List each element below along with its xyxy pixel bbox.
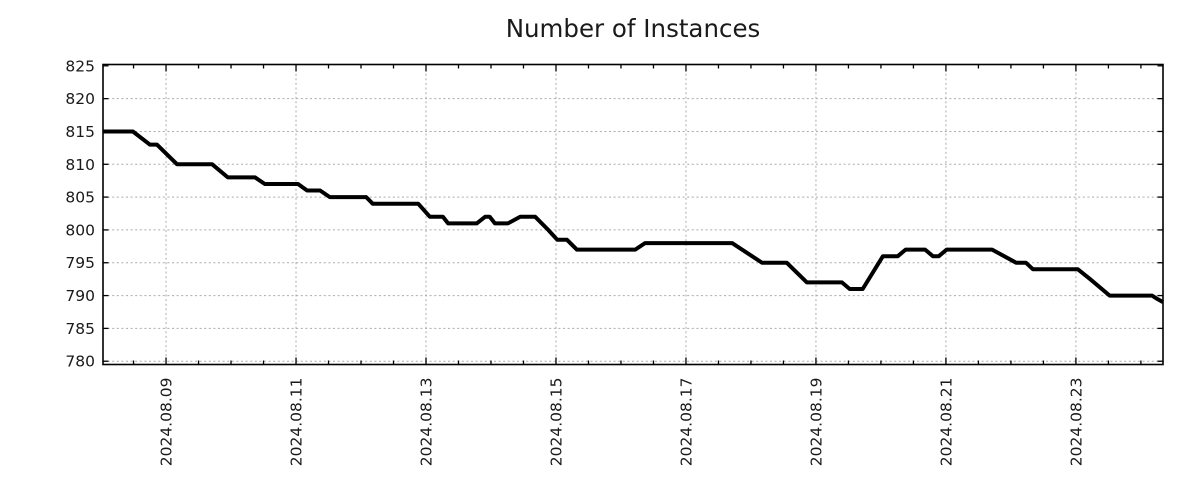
x-tick-label: 2024.08.11: [288, 378, 306, 467]
data-line-instances: [103, 129, 1164, 304]
y-tick-label: 800: [65, 221, 95, 239]
y-tick-label: 795: [65, 254, 95, 272]
plot-border: [102, 63, 1164, 366]
y-tick-label: 790: [65, 287, 95, 305]
y-tick-label: 810: [65, 156, 95, 174]
chart-title: Number of Instances: [505, 14, 761, 43]
x-tick-label: 2024.08.15: [547, 378, 565, 467]
x-tick-label: 2024.08.09: [158, 378, 176, 467]
y-tick-label: 820: [65, 90, 95, 108]
y-tick-label: 805: [65, 189, 95, 207]
y-tick-label: 785: [65, 320, 95, 338]
x-tick-label: 2024.08.17: [677, 378, 695, 467]
y-tick-label: 825: [65, 57, 95, 75]
x-tick-label: 2024.08.21: [937, 377, 955, 466]
x-tick-label: 2024.08.19: [807, 378, 825, 467]
x-tick-label: 2024.08.13: [418, 377, 436, 466]
y-tick-label: 815: [65, 123, 95, 141]
y-tick-label: 780: [65, 353, 95, 371]
x-tick-label: 2024.08.23: [1067, 378, 1085, 467]
